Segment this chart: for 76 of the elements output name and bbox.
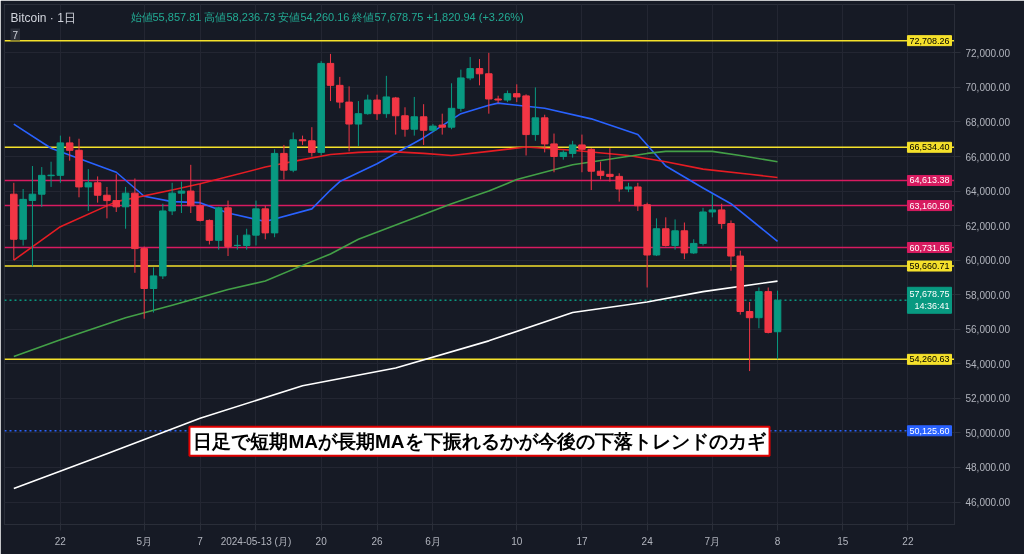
candlestick: [531, 86, 540, 142]
ref-line-label: 54,260.63: [909, 354, 950, 365]
candlestick: [419, 103, 428, 146]
line-series: [13, 280, 779, 490]
candlestick: [662, 216, 670, 248]
x-tick-label: 22: [54, 535, 67, 547]
candlestick: [745, 301, 754, 372]
y-tick-label: 48,000.00: [965, 462, 1011, 474]
y-tick-label: 54,000.00: [965, 358, 1011, 370]
x-tick-label: 20: [315, 535, 328, 547]
ref-line-label: 72,708.26: [909, 35, 950, 46]
y-tick-label: 58,000.00: [965, 289, 1011, 301]
line-series: [13, 102, 779, 243]
candlestick: [438, 113, 446, 136]
x-tick-label: 7月: [704, 535, 721, 547]
candlestick: [336, 76, 344, 109]
y-tick-label: 64,000.00: [965, 186, 1011, 198]
x-tick-label: 22: [902, 535, 914, 547]
candlestick: [84, 168, 93, 212]
candlestick: [177, 181, 186, 214]
candlestick: [550, 133, 558, 173]
annotation: 7: [12, 29, 19, 41]
candlestick: [671, 218, 679, 251]
candlestick: [93, 175, 102, 204]
x-tick-label: 6月: [425, 535, 441, 547]
ref-line-label: 63,160.50: [909, 200, 950, 211]
ref-line-label: 59,660.71: [909, 261, 950, 272]
candlestick: [345, 85, 353, 152]
line-series: [13, 146, 779, 261]
x-tick-label: 17: [576, 535, 588, 547]
text: Bitcoin · 1日: [10, 10, 76, 25]
candlestick: [121, 186, 130, 230]
candlestick: [308, 126, 316, 158]
candlestick: [363, 94, 372, 116]
ref-line-label: 50,125.60: [909, 425, 950, 436]
y-tick-label: 70,000.00: [965, 82, 1011, 94]
ref-line-label: 66,534.40: [909, 142, 950, 153]
candlestick: [680, 222, 689, 260]
y-tick-label: 68,000.00: [965, 116, 1011, 128]
y-tick-label: 60,000.00: [965, 255, 1011, 267]
x-tick-label: 15: [837, 535, 849, 547]
candlestick: [373, 94, 381, 121]
y-tick-label: 56,000.00: [965, 324, 1011, 336]
line-series: [13, 150, 779, 358]
y-tick-label: 50,000.00: [965, 427, 1011, 439]
y-tick-label: 72,000.00: [965, 47, 1011, 59]
candlestick: [466, 56, 474, 81]
candlestick: [382, 75, 391, 119]
candlestick: [708, 193, 717, 218]
y-tick-label: 62,000.00: [965, 220, 1011, 232]
candlestick: [28, 165, 37, 267]
x-tick-label: 7: [197, 535, 204, 547]
ref-line-label: 64,613.38: [909, 175, 950, 186]
x-tick-label: 26: [371, 535, 384, 547]
ref-line-label: 57,678.75 14:36:41: [909, 289, 950, 312]
candlestick: [326, 53, 335, 102]
candlestick: [494, 95, 502, 104]
candlestick: [447, 82, 456, 130]
ref-line-label: 60,731.65: [909, 242, 950, 253]
x-tick-label: 8: [774, 535, 781, 547]
x-tick-label: 5月: [136, 535, 152, 547]
candlestick: [410, 96, 419, 137]
candlestick: [65, 136, 74, 162]
x-tick-label: 10: [511, 535, 523, 547]
text: 始値55,857.81 高値58,236.73 安値54,260.16 終値57,678.75 +1,820.94 (+3.26%): [130, 10, 524, 23]
candlestick: [354, 100, 363, 147]
annotation: 日足で短期MAが長期MAを下振れるかが今後の下落トレンドのカギ: [193, 430, 767, 452]
candlestick: [233, 234, 242, 251]
candlestick: [280, 144, 288, 180]
y-tick-label: 66,000.00: [965, 151, 1011, 163]
candlestick: [168, 182, 176, 216]
candlestick: [475, 58, 484, 86]
x-tick-label: 24: [641, 535, 654, 547]
y-tick-label: 46,000.00: [965, 497, 1011, 509]
x-tick-label: 2024-05-13 (月): [220, 535, 292, 547]
y-tick-label: 52,000.00: [965, 393, 1011, 405]
